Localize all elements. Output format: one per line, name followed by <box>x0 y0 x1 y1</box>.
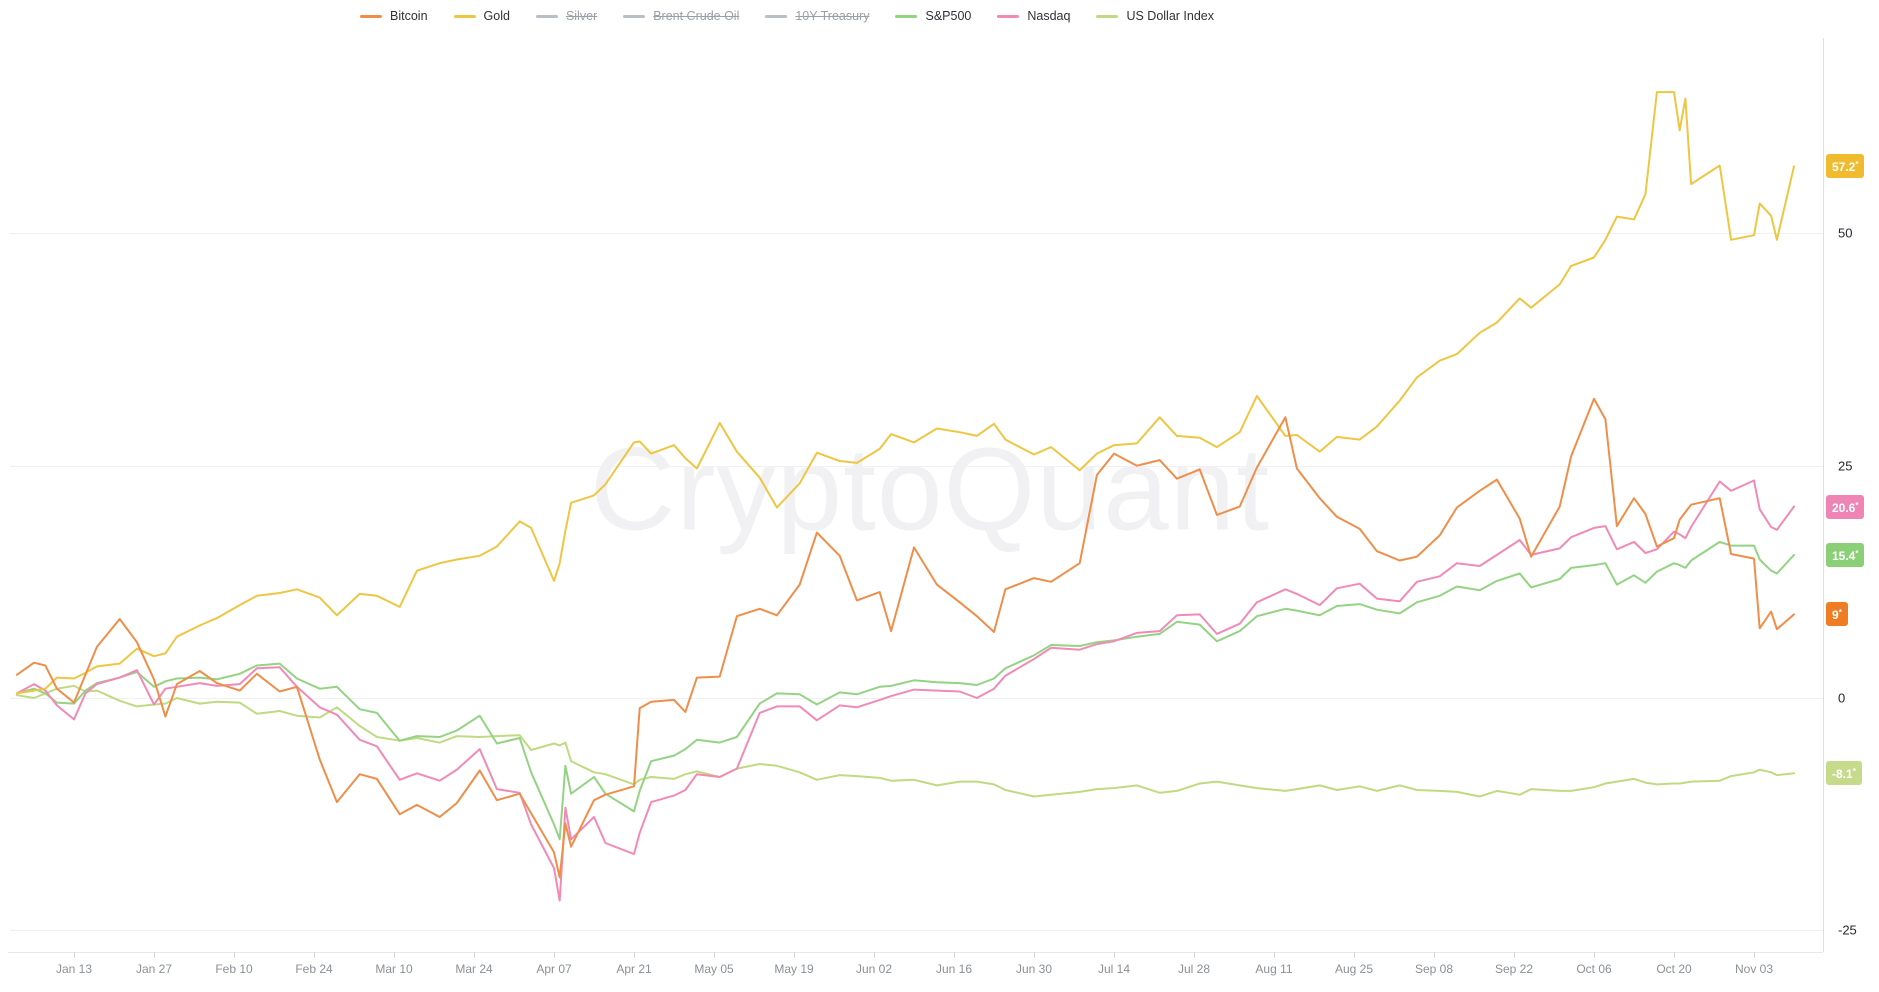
x-axis-label-jun-16: Jun 16 <box>935 962 973 976</box>
x-axis-label-oct-20: Oct 20 <box>1656 962 1692 976</box>
x-tick <box>474 952 475 958</box>
legend-label: US Dollar Index <box>1126 9 1214 23</box>
x-axis-label-aug-11: Aug 11 <box>1255 962 1293 976</box>
x-axis-label-jun-02: Jun 02 <box>855 962 893 976</box>
x-tick <box>234 952 235 958</box>
x-tick <box>1114 952 1115 958</box>
gridline-25 <box>10 465 1823 467</box>
x-tick <box>794 952 795 958</box>
value-badge-us-dollar-index: -8.1* <box>1826 761 1862 786</box>
x-tick <box>1594 952 1595 958</box>
x-tick <box>554 952 555 958</box>
legend-item-us-dollar-index[interactable]: US Dollar Index <box>1096 9 1214 23</box>
x-axis-label-oct-06: Oct 06 <box>1576 962 1612 976</box>
x-axis-label-mar-10: Mar 10 <box>375 962 413 976</box>
gridline-0 <box>10 698 1823 699</box>
legend-item-s-p500[interactable]: S&P500 <box>895 9 971 23</box>
x-axis-label-apr-21: Apr 21 <box>616 962 652 976</box>
legend-swatch-icon <box>765 14 788 18</box>
legend-label: 10Y Treasury <box>795 9 870 23</box>
y-axis-label-50: 50 <box>1838 225 1853 241</box>
x-tick <box>1194 952 1195 958</box>
value-badge-nasdaq: 20.6* <box>1826 494 1865 519</box>
x-axis-label-jul-28: Jul 28 <box>1177 962 1211 976</box>
x-axis-label-nov-03: Nov 03 <box>1734 962 1774 976</box>
badge-asterisk: * <box>1855 548 1859 558</box>
x-axis-label-jan-27: Jan 27 <box>135 962 173 976</box>
x-tick <box>1274 952 1275 958</box>
x-tick <box>1354 952 1355 958</box>
legend-swatch-icon <box>360 14 382 18</box>
legend-swatch-icon <box>997 14 1020 18</box>
legend-swatch-icon <box>535 14 558 18</box>
x-tick <box>1514 952 1515 958</box>
x-tick <box>1754 952 1755 958</box>
watermark: CryptoQuant <box>590 423 1270 556</box>
legend-label: Nasdaq <box>1027 9 1071 23</box>
badge-asterisk: * <box>1855 160 1859 170</box>
x-axis-label-may-19: May 19 <box>774 962 814 976</box>
legend-label: Bitcoin <box>390 9 428 23</box>
x-tick <box>154 952 155 958</box>
y-axis-label-0: 0 <box>1838 690 1846 706</box>
gridline-50 <box>10 233 1823 235</box>
x-tick <box>874 952 875 958</box>
legend-item-gold[interactable]: Gold <box>453 9 510 23</box>
series-line-us-dollar-index[interactable] <box>15 684 1795 798</box>
legend-swatch-icon <box>453 14 476 18</box>
legend-swatch-icon <box>1096 14 1119 18</box>
y-axis-label-25: 25 <box>1838 458 1853 474</box>
x-tick <box>954 952 955 958</box>
x-axis-label-jun-30: Jun 30 <box>1015 962 1053 976</box>
y-axis-line <box>1823 38 1824 952</box>
x-tick <box>394 952 395 958</box>
x-axis-label-jul-14: Jul 14 <box>1097 962 1131 976</box>
x-axis-label-sep-08: Sep 08 <box>1414 962 1454 976</box>
x-tick <box>634 952 635 958</box>
x-tick <box>314 952 315 958</box>
x-axis-label-apr-07: Apr 07 <box>536 962 572 976</box>
legend-swatch-icon <box>623 14 646 18</box>
legend-item-bitcoin[interactable]: Bitcoin <box>360 9 428 23</box>
badge-asterisk: * <box>1838 608 1842 618</box>
legend-item-brent-crude-oil[interactable]: Brent Crude Oil <box>623 9 739 23</box>
x-axis-label-sep-22: Sep 22 <box>1494 962 1534 976</box>
value-badge-s-p500: 15.4* <box>1826 542 1865 567</box>
y-axis-label--25: -25 <box>1838 922 1857 938</box>
x-axis-label-mar-24: Mar 24 <box>455 962 493 976</box>
x-axis-label-may-05: May 05 <box>694 962 734 976</box>
x-axis-label-feb-24: Feb 24 <box>295 962 333 976</box>
legend-swatch-icon <box>895 14 918 18</box>
legend-label: Brent Crude Oil <box>653 9 740 23</box>
x-tick <box>714 952 715 958</box>
x-axis-label-feb-10: Feb 10 <box>215 962 253 976</box>
legend-item-10y-treasury[interactable]: 10Y Treasury <box>765 9 869 23</box>
x-tick <box>1674 952 1675 958</box>
badge-asterisk: * <box>1855 500 1859 510</box>
legend-item-nasdaq[interactable]: Nasdaq <box>997 9 1070 23</box>
x-tick <box>1434 952 1435 958</box>
value-badge-bitcoin: 9* <box>1826 602 1848 627</box>
series-line-s-p500[interactable] <box>15 540 1795 841</box>
series-line-gold[interactable] <box>15 91 1795 695</box>
x-axis-label-jan-13: Jan 13 <box>55 962 93 976</box>
legend-label: Silver <box>565 9 598 23</box>
badge-asterisk: * <box>1852 767 1856 777</box>
gridline--25 <box>10 930 1823 932</box>
series-line-bitcoin[interactable] <box>15 397 1795 879</box>
legend-item-silver[interactable]: Silver <box>535 9 598 23</box>
legend: Bitcoin Gold Silver Brent Crude Oil 10Y Trea… <box>360 9 1214 23</box>
x-axis-label-aug-25: Aug 25 <box>1334 962 1374 976</box>
legend-label: S&P500 <box>925 9 972 23</box>
x-axis-line <box>8 952 1823 953</box>
x-tick <box>74 952 75 958</box>
value-badge-gold: 57.2* <box>1826 154 1865 179</box>
legend-label: Gold <box>483 9 510 23</box>
x-tick <box>1034 952 1035 958</box>
